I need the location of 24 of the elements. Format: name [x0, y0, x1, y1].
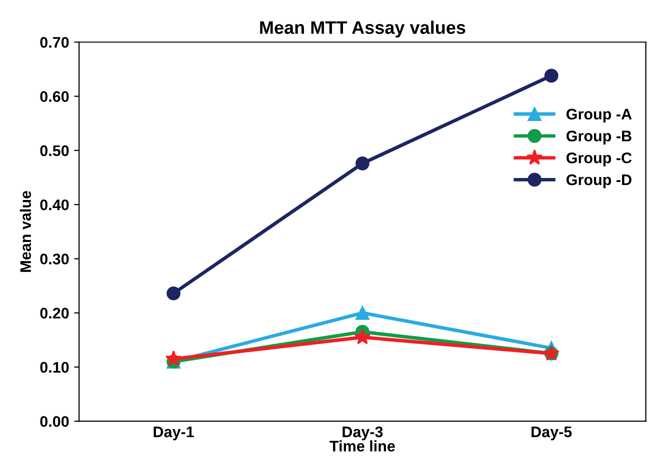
point [356, 306, 370, 320]
legend-label: Group -B [566, 130, 632, 144]
point [166, 286, 180, 300]
legend-label: Group -D [566, 174, 632, 188]
y-tick-label: 0.60 [40, 91, 69, 102]
point [544, 68, 558, 83]
x-tick-label: Day-3 [342, 426, 383, 440]
y-tick-label: 0.70 [40, 36, 69, 48]
y-tick-label: 0.20 [40, 308, 69, 319]
y-tick-label: 0.40 [40, 199, 69, 210]
y-tick-label: 0.00 [40, 416, 69, 427]
x-tick-label: Day-1 [154, 426, 194, 440]
point [354, 328, 371, 344]
y-tick-label: 0.10 [40, 362, 69, 373]
x-axis-title: Time line [330, 440, 395, 452]
y-tick-label: 0.50 [40, 145, 69, 156]
y-axis-title: Mean value [20, 190, 32, 272]
legend-label: Group -C [566, 152, 632, 166]
point [165, 350, 182, 366]
point [356, 156, 370, 170]
x-tick-label: Day-5 [532, 426, 572, 440]
y-tick-label: 0.30 [40, 254, 69, 264]
legend-label: Group -A [566, 108, 632, 123]
chart-title: Mean MTT Assay values [260, 20, 466, 38]
